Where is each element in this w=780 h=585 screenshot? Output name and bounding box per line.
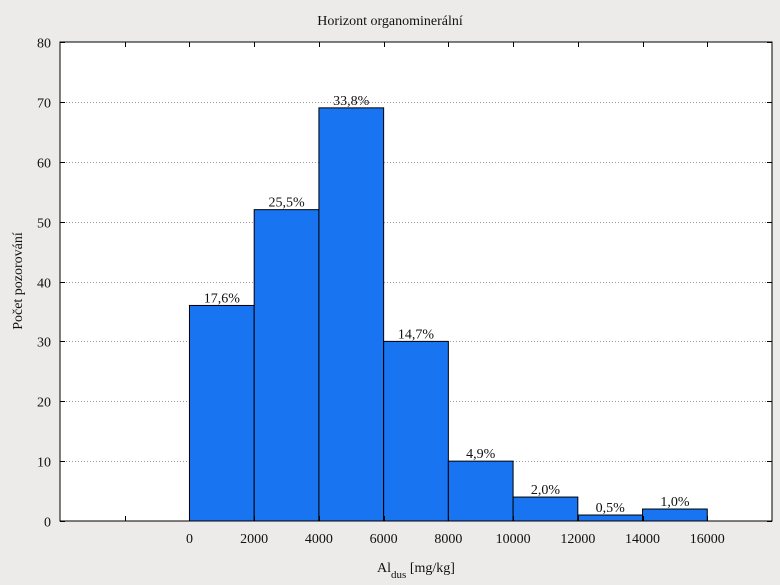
bar-percent-label: 33,8% [333, 94, 370, 109]
chart-title: Horizont organominerální [317, 14, 463, 29]
x-tick-label: 14000 [625, 532, 660, 547]
x-axis-ticks: 0 2000 4000 6000 8000 10000 12000 14000 16000 [125, 42, 725, 547]
histogram-bar [447, 460, 514, 522]
y-tick-label: 30 [37, 336, 51, 351]
y-tick-label: 80 [37, 37, 51, 52]
y-tick-label: 70 [37, 97, 51, 112]
x-tick-label: 16000 [690, 532, 725, 547]
y-axis-ticks: 0 10 20 30 40 50 60 70 80 [37, 37, 772, 531]
bar-percent-label: 0,5% [596, 501, 626, 516]
bar-percent-label: 2,0% [531, 483, 561, 498]
x-tick-label: 2000 [240, 532, 268, 547]
y-tick-label: 60 [37, 157, 51, 172]
x-axis-label: Aldus [mg/kg] [377, 561, 455, 581]
histogram-bar [318, 107, 385, 522]
histogram-bar [188, 304, 255, 522]
y-tick-label: 0 [44, 516, 51, 531]
bar-percent-label: 17,6% [204, 291, 241, 306]
y-tick-label: 50 [37, 217, 51, 232]
x-tick-label: 0 [186, 532, 193, 547]
x-tick-label: 10000 [496, 532, 531, 547]
y-tick-label: 10 [37, 456, 51, 471]
y-tick-label: 40 [37, 277, 51, 292]
bar-percent-label: 25,5% [268, 196, 305, 211]
x-axis-label-subscript: dus [391, 569, 406, 581]
x-tick-label: 6000 [370, 532, 398, 547]
x-axis-label-main: Al [377, 561, 391, 576]
x-axis-label-unit: [mg/kg] [406, 561, 455, 576]
x-tick-label: 8000 [434, 532, 462, 547]
bar-percent-label: 14,7% [398, 327, 435, 342]
bar-percent-label: 4,9% [466, 447, 496, 462]
bar-labels-group: 17,6% 25,5% 33,8% 14,7% 4,9% 2,0% 0,5% 1,0% [204, 94, 690, 516]
x-tick-label: 12000 [560, 532, 595, 547]
histogram-bar [253, 209, 320, 522]
y-axis-label: Počet pozorování [11, 232, 26, 330]
y-tick-label: 20 [37, 396, 51, 411]
histogram-bar [383, 340, 449, 522]
histogram-bar [642, 508, 708, 522]
histogram-bar [512, 496, 579, 522]
bars-group [188, 107, 708, 522]
x-tick-label: 4000 [305, 532, 333, 547]
bar-percent-label: 1,0% [660, 495, 690, 510]
